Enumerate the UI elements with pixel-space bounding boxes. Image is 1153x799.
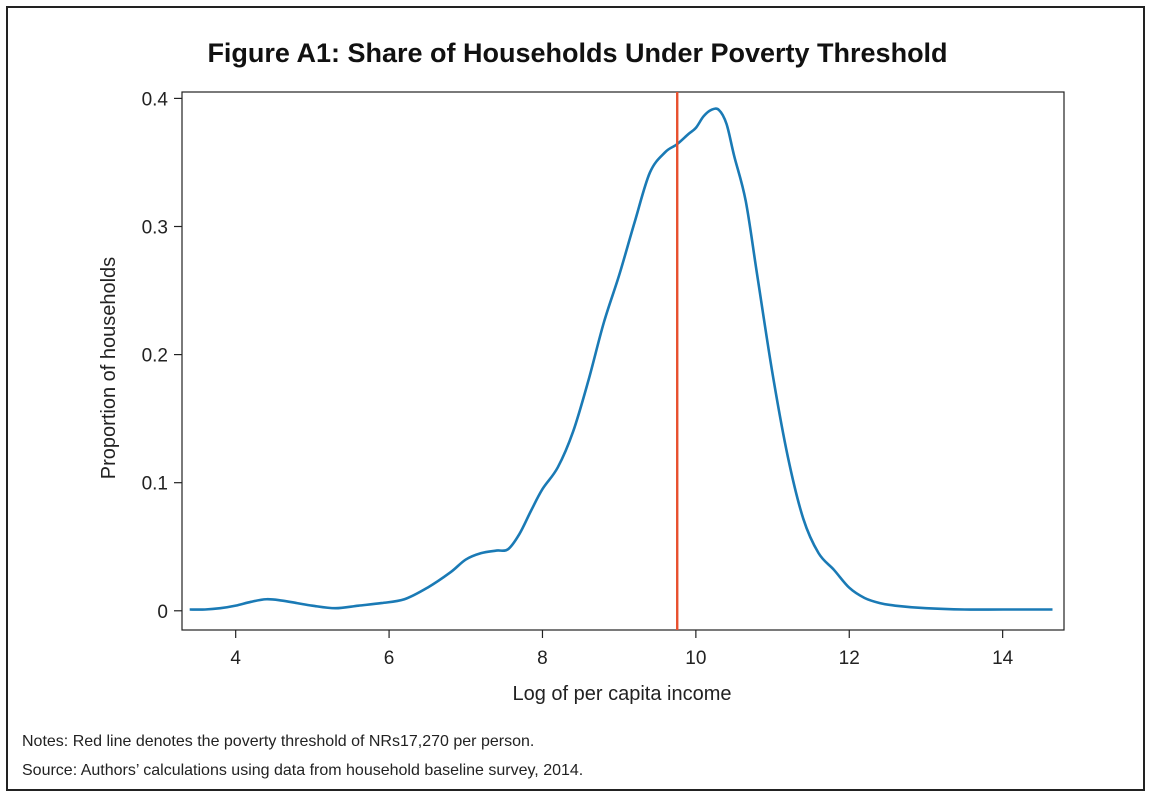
x-tick-label-8: 8 — [537, 648, 548, 669]
y-tick-label-1: 0.1 — [142, 474, 168, 495]
chart-title: Figure A1: Share of Households Under Pov… — [207, 38, 948, 68]
figure-notes: Notes: Red line denotes the poverty thre… — [22, 733, 535, 750]
y-tick-label-4: 0.4 — [142, 89, 169, 110]
x-tick-label-10: 10 — [685, 648, 706, 669]
figure-frame: Figure A1: Share of Households Under Pov… — [6, 6, 1145, 791]
x-tick-label-12: 12 — [839, 648, 860, 669]
density-chart: 4 6 8 10 12 14 0 0.1 0.2 0.3 0.4 Log of per capita… — [98, 89, 1065, 705]
plot-area-border — [181, 91, 1065, 631]
figure-source: Source: Authors’ calculations using data… — [22, 762, 584, 779]
x-tick-label-14: 14 — [992, 648, 1014, 669]
x-axis-title: Log of per capita income — [512, 683, 731, 705]
y-tick-label-2: 0.2 — [142, 346, 168, 367]
y-tick-label-0: 0 — [157, 602, 168, 623]
y-axis-title: Proportion of households — [98, 257, 120, 479]
x-tick-label-4: 4 — [230, 648, 241, 669]
y-tick-label-3: 0.3 — [142, 218, 168, 239]
density-line — [189, 107, 1053, 611]
x-tick-label-6: 6 — [384, 648, 395, 669]
